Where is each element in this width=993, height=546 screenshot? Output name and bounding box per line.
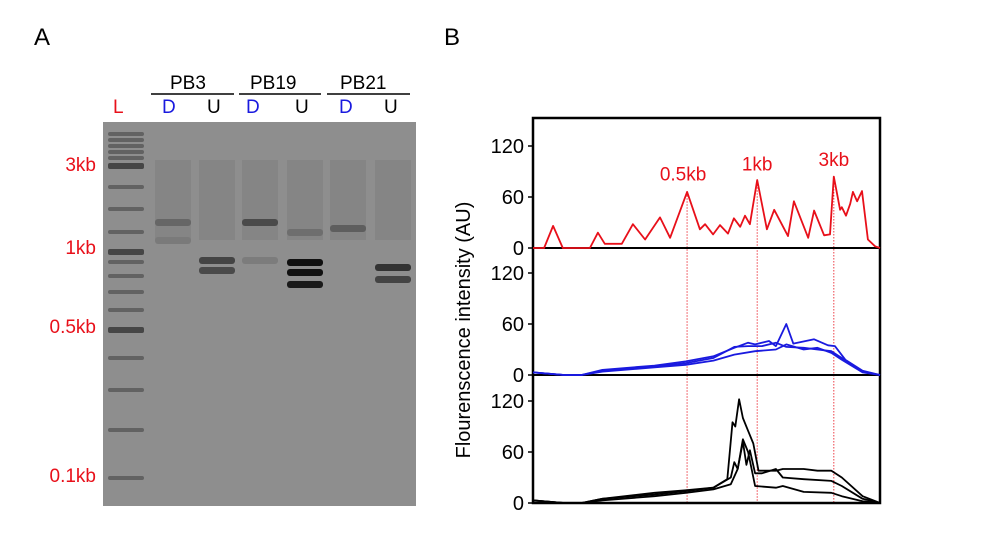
lane-label-pb21-u: U xyxy=(384,97,398,118)
series-line-2-1 xyxy=(532,323,881,376)
panel-label-b: B xyxy=(444,24,461,51)
y-tick-label: 120 xyxy=(491,391,524,413)
ladder-band xyxy=(108,249,144,255)
lane-band xyxy=(375,264,411,271)
lane-smear xyxy=(287,160,323,240)
panel-label-a: A xyxy=(34,24,51,51)
lane-label-pb3-u: U xyxy=(207,97,221,118)
lane-band xyxy=(287,229,323,236)
group-label-pb3: PB3 xyxy=(170,73,206,94)
ladder-band xyxy=(108,327,144,333)
marker-label-1kb: 1kb xyxy=(742,154,773,175)
lane-smear xyxy=(375,160,411,240)
series-line-3-2 xyxy=(532,440,881,504)
ladder-band xyxy=(108,185,144,189)
chart-frame xyxy=(531,116,882,505)
lane-band xyxy=(199,267,235,274)
lane-band xyxy=(330,225,366,232)
size-marker-1kb: 1kb xyxy=(65,238,96,259)
lane-smear xyxy=(199,160,235,240)
ladder-band xyxy=(108,150,144,154)
lane-smear xyxy=(242,160,278,240)
marker-label-3kb: 3kb xyxy=(819,150,850,171)
y-tick-label: 60 xyxy=(502,314,524,336)
ladder-band xyxy=(108,132,144,136)
ladder-band xyxy=(108,388,144,392)
size-marker-3kb: 3kb xyxy=(65,155,96,176)
lane-band xyxy=(242,257,278,264)
lane-band xyxy=(155,237,191,244)
lane-label-pb3-d: D xyxy=(162,97,176,118)
y-tick-label: 0 xyxy=(513,365,524,387)
lane-band xyxy=(287,269,323,276)
ladder-band xyxy=(108,260,144,264)
size-marker-0.1kb: 0.1kb xyxy=(49,466,96,487)
group-label-pb21: PB21 xyxy=(340,73,387,94)
ladder-band xyxy=(108,356,144,360)
lane-band xyxy=(155,219,191,226)
ladder-band xyxy=(108,138,144,142)
ladder-band xyxy=(108,274,144,278)
lane-band xyxy=(375,276,411,283)
ladder-band xyxy=(108,144,144,148)
series-line-3-1 xyxy=(532,398,881,504)
group-label-pb19: PB19 xyxy=(250,73,297,94)
y-tick-label: 60 xyxy=(502,187,524,209)
ladder-band xyxy=(108,290,144,294)
lane-band xyxy=(287,259,323,266)
ladder-lane-label: L xyxy=(113,97,124,118)
lane-smear xyxy=(155,160,191,240)
ladder-band xyxy=(108,476,144,480)
y-tick-label: 60 xyxy=(502,442,524,464)
lane-label-pb19-u: U xyxy=(295,97,309,118)
ladder-band xyxy=(108,428,144,432)
lane-band xyxy=(287,281,323,288)
y-tick-label: 120 xyxy=(491,136,524,158)
lane-band xyxy=(242,219,278,226)
ladder-band xyxy=(108,207,144,211)
ladder-band xyxy=(108,308,144,312)
y-tick-label: 0 xyxy=(513,493,524,515)
series-line-2-2 xyxy=(532,341,881,376)
lane-band xyxy=(199,257,235,264)
marker-label-0.5kb: 0.5kb xyxy=(660,165,706,186)
size-marker-0.5kb: 0.5kb xyxy=(49,317,96,338)
series-line-2-3 xyxy=(532,343,881,376)
ladder-band xyxy=(108,156,144,160)
series-line-3-3 xyxy=(532,438,881,504)
ladder-band xyxy=(108,230,144,234)
series-line-1-1 xyxy=(533,175,881,249)
ladder-band xyxy=(108,163,144,169)
lane-label-pb21-d: D xyxy=(339,97,353,118)
y-tick-label: 0 xyxy=(513,238,524,260)
y-axis-label: Flourenscence intensity (AU) xyxy=(453,202,475,459)
y-tick-label: 120 xyxy=(491,263,524,285)
lane-label-pb19-d: D xyxy=(246,97,260,118)
